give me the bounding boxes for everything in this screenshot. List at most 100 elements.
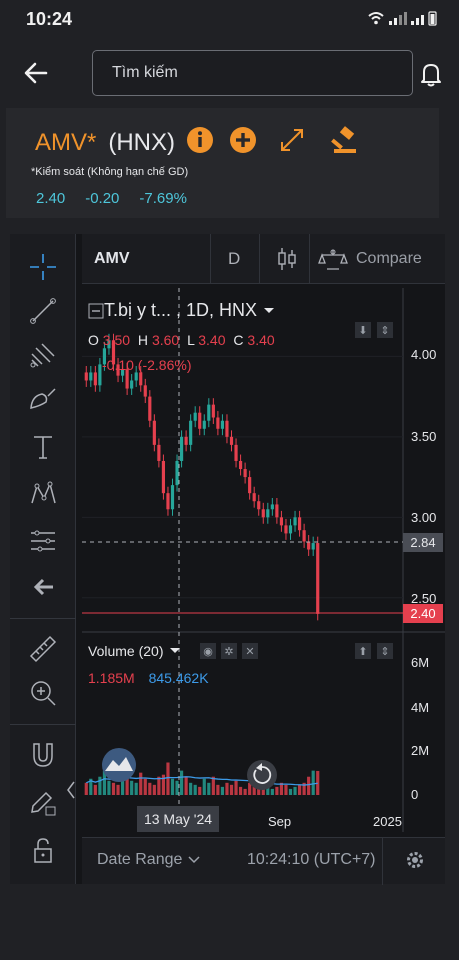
auction-icon[interactable] — [331, 126, 359, 154]
time-tick: 2025 — [373, 814, 402, 829]
lock-drawing-tool[interactable] — [24, 784, 62, 822]
trendline-tool[interactable] — [24, 292, 62, 330]
unlock-icon — [34, 838, 52, 863]
header-divider — [259, 234, 260, 284]
high-value: 3.60 — [151, 332, 180, 348]
pencil-lock-icon — [31, 791, 56, 816]
pattern-icon — [31, 481, 56, 504]
volume-value: 1.185M — [88, 670, 135, 686]
text-icon — [34, 436, 52, 459]
toolbar-separator — [10, 724, 76, 725]
text-tool[interactable] — [24, 428, 62, 466]
status-icons — [368, 11, 437, 26]
prediction-tool[interactable] — [24, 522, 62, 560]
zoom-in-icon — [31, 681, 56, 706]
status-bar: 10:24 — [0, 0, 459, 38]
chart-header: AMV D Compare — [82, 234, 445, 284]
settings-gear-icon[interactable] — [404, 849, 426, 871]
header-divider — [309, 234, 310, 284]
drawing-toolbar — [10, 234, 76, 884]
open-label: O — [88, 332, 99, 348]
price-row: 2.40 -0.20 -7.69% — [36, 190, 187, 207]
compare-icon — [318, 249, 348, 270]
ruler-tool[interactable] — [24, 630, 62, 668]
trendline-icon — [30, 298, 56, 324]
compare-button[interactable]: Compare — [318, 246, 422, 272]
move-up-button[interactable]: ⬆ — [355, 643, 371, 659]
volume-tick: 4M — [411, 700, 430, 715]
close-icon[interactable]: ✕ — [242, 643, 258, 659]
zoom-tool[interactable] — [24, 674, 62, 712]
interval-button[interactable]: D — [228, 249, 241, 268]
chart-footer: Date Range 10:24:10 (UTC+7) — [82, 837, 445, 885]
toolbar-separator — [10, 618, 76, 619]
legend-ohlc: O 3.50 H 3.60 L 3.40 C 3.40 — [88, 332, 275, 348]
volume-tick: 6M — [411, 655, 430, 670]
left-arrow-icon — [33, 578, 53, 596]
maximize-pane-button[interactable]: ⇕ — [377, 322, 393, 338]
search-input[interactable] — [93, 51, 412, 95]
ruler-icon — [29, 635, 57, 663]
fib-tool[interactable] — [24, 336, 62, 374]
ticker-row: AMV* (HNX) — [35, 128, 175, 158]
bell-icon[interactable] — [418, 60, 444, 88]
price-change: -0.20 — [85, 190, 120, 207]
back-arrow-icon[interactable] — [22, 60, 50, 86]
high-label: H — [137, 332, 149, 348]
legend-title: T.bị y t... , 1D, HNX — [104, 300, 258, 320]
footer-divider — [382, 838, 383, 885]
price-tick: 3.50 — [411, 429, 437, 444]
hide-toolbar-tool[interactable] — [24, 568, 62, 606]
time-tick: Sep — [268, 814, 292, 829]
date-range-label: Date Range — [97, 851, 183, 868]
volume-title-row[interactable]: Volume (20) — [88, 643, 181, 659]
legend-change: -0.10 (-2.86%) — [102, 357, 192, 373]
exchange-label: (HNX) — [108, 129, 176, 156]
candlestick-icon[interactable] — [273, 245, 301, 273]
chart-symbol[interactable]: AMV — [94, 250, 130, 267]
pitchfork-icon — [30, 343, 55, 368]
maximize-volume-button[interactable]: ⇕ — [377, 643, 393, 659]
unlock-tool[interactable] — [24, 832, 62, 870]
search-box[interactable] — [92, 50, 413, 96]
chevron-down-icon — [188, 856, 200, 864]
volume-values: 1.185M 845.462K — [88, 670, 209, 686]
info-icon[interactable] — [186, 126, 214, 154]
magnet-tool[interactable] — [24, 736, 62, 774]
measure-lines-icon — [31, 530, 55, 552]
eye-icon[interactable]: ◉ — [200, 643, 216, 659]
price-change-pct: -7.69% — [139, 190, 187, 207]
low-value: 3.40 — [198, 332, 226, 348]
expand-icon[interactable] — [278, 126, 306, 154]
magnet-icon — [33, 743, 53, 767]
brush-tool[interactable] — [24, 380, 62, 418]
chevron-down-icon — [170, 648, 181, 653]
pattern-tool[interactable] — [24, 474, 62, 512]
brush-icon — [30, 388, 56, 409]
last-price-tag: 2.40 — [403, 604, 443, 623]
open-value: 3.50 — [102, 332, 131, 348]
date-range-button[interactable]: Date Range — [97, 851, 200, 869]
header-divider — [210, 234, 211, 284]
status-time: 10:24 — [26, 9, 73, 29]
crosshair-time-tag: 13 May '24 — [137, 806, 219, 832]
ticker-symbol: AMV* — [35, 129, 97, 156]
move-down-button[interactable]: ⬇ — [355, 322, 371, 338]
compare-label: Compare — [356, 250, 422, 267]
close-label: C — [233, 332, 244, 348]
add-watchlist-icon[interactable] — [229, 126, 257, 154]
clock-timezone[interactable]: 10:24:10 (UTC+7) — [247, 851, 376, 868]
collapse-legend-icon[interactable] — [88, 303, 104, 319]
crosshair-tool[interactable] — [24, 248, 62, 286]
chevron-down-icon — [264, 307, 275, 313]
legend-title-row[interactable]: T.bị y t... , 1D, HNX — [88, 300, 275, 321]
close-value: 3.40 — [247, 332, 275, 348]
top-bar — [0, 38, 459, 108]
current-price: 2.40 — [36, 190, 66, 207]
stock-info-card: AMV* (HNX) *Kiểm soát (Không hạn chế GD)… — [6, 108, 439, 218]
gear-icon[interactable]: ✲ — [221, 643, 237, 659]
volume-ma-value: 845.462K — [148, 670, 209, 686]
price-tick: 4.00 — [411, 347, 437, 362]
low-label: L — [187, 332, 195, 348]
crosshair-price-tag: 2.84 — [403, 533, 443, 552]
